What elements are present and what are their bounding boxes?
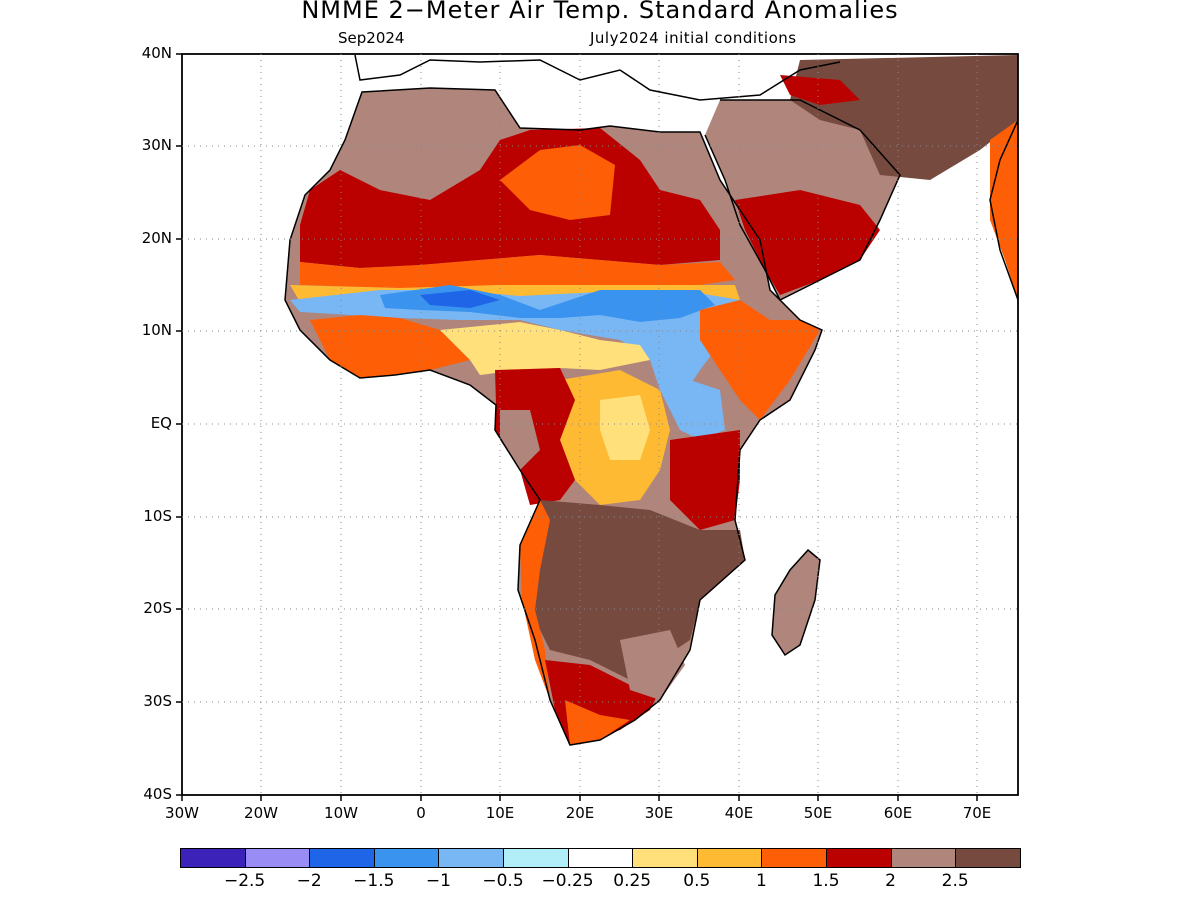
lat-label-40n: 40N: [141, 44, 172, 62]
sahara-orange-zone-2: [300, 255, 735, 288]
ethiopia-orange-zone: [700, 300, 820, 420]
lon-label-10e: 10E: [485, 804, 515, 822]
lon-label-50e: 50E: [803, 804, 833, 822]
legend-label: 2: [885, 871, 896, 891]
arabia-coastline: [704, 99, 901, 302]
lat-label-30n: 30N: [141, 136, 172, 154]
axis-ticks: [176, 53, 978, 801]
legend-swatch: [309, 848, 376, 868]
legend-label: −2.5: [223, 871, 266, 891]
legend-swatch: [503, 848, 570, 868]
legend-swatch: [373, 848, 440, 868]
gulf-yellow-zone: [440, 322, 650, 375]
lon-label-0: 0: [416, 804, 426, 822]
india-coastline: [989, 119, 1018, 301]
legend-swatch: [438, 848, 505, 868]
middle-east-red-band: [780, 75, 860, 105]
india-landmass: [990, 120, 1018, 300]
graticule: [182, 54, 1018, 795]
chart-title: NMME 2−Meter Air Temp. Standard Anomalie…: [301, 0, 899, 24]
lat-label-40s: 40S: [143, 785, 172, 803]
lon-label-70e: 70E: [962, 804, 992, 822]
map-fill-layer: [285, 55, 1018, 745]
lon-label-10w: 10W: [324, 804, 358, 822]
legend-label: −2: [296, 871, 322, 891]
legend-swatch: [761, 848, 828, 868]
lon-label-30e: 30E: [644, 804, 674, 822]
namibia-coast-orange: [520, 500, 550, 700]
valid-month-label: Sep2024: [338, 29, 405, 47]
tanzania-red-zone: [670, 430, 740, 530]
africa-coastline: [284, 87, 823, 746]
legend-swatch: [955, 848, 1022, 868]
lon-label-40e: 40E: [724, 804, 754, 822]
lat-label-20s: 20S: [143, 599, 172, 617]
central-africa-light: [600, 395, 650, 460]
south-africa-light-brown: [620, 630, 685, 700]
sahara-dark-zone: [355, 95, 500, 190]
lat-label-10n: 10N: [141, 321, 172, 339]
legend-swatch: [180, 848, 247, 868]
lat-label-10s: 10S: [143, 507, 172, 525]
legend-swatch: [826, 848, 893, 868]
cape-orange: [565, 700, 630, 745]
legend-label: 0.25: [613, 871, 652, 891]
madagascar: [772, 550, 820, 655]
lat-label-20n: 20N: [141, 229, 172, 247]
middle-east-landmass: [790, 55, 1018, 180]
legend-label: 1: [755, 871, 767, 891]
madagascar-coastline: [771, 548, 821, 657]
legend-swatch: [632, 848, 699, 868]
legend-label: 0.5: [683, 871, 711, 891]
mediterranean-europe-coast: [354, 54, 841, 101]
sahara-red-band: [300, 128, 720, 268]
legend-swatch: [890, 848, 957, 868]
legend-label: 1.5: [812, 871, 840, 891]
arabia-red-zone: [735, 190, 880, 295]
legend-label: 2.5: [941, 871, 969, 891]
legend-swatch: [567, 848, 634, 868]
initial-conditions-label: July2024 initial conditions: [590, 29, 797, 47]
legend-swatch: [696, 848, 763, 868]
coastline-layer: [284, 54, 1018, 746]
lat-label-eq: EQ: [150, 414, 172, 432]
east-africa-blue: [660, 380, 725, 440]
legend-label: −1: [425, 871, 451, 891]
lon-label-30w: 30W: [165, 804, 199, 822]
southern-africa-dark: [528, 500, 745, 680]
legend-label: −0.25: [541, 871, 594, 891]
lon-label-60e: 60E: [883, 804, 913, 822]
lon-label-20e: 20E: [565, 804, 595, 822]
sahara-orange-zone: [500, 145, 615, 220]
legend-label: −0.5: [482, 871, 524, 891]
sahel-deep-blue: [420, 290, 500, 308]
legend-label: −1.5: [353, 871, 395, 891]
lon-label-20w: 20W: [244, 804, 278, 822]
legend-swatch: [244, 848, 311, 868]
lat-label-30s: 30S: [143, 692, 172, 710]
